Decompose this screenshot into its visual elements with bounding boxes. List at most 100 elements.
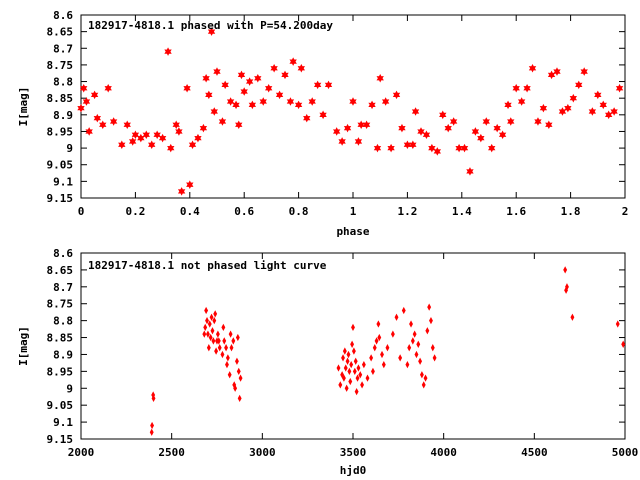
data-point (380, 350, 384, 359)
data-point (354, 137, 363, 146)
data-point (449, 117, 458, 126)
data-point (360, 381, 365, 389)
data-point (332, 127, 341, 136)
data-point (233, 384, 238, 392)
data-point (202, 330, 207, 338)
data-point (534, 117, 542, 126)
x-axis-ticks: 0 0.2 0.4 0.6 0.8 1 1.2 1.4 1.6 1.8 2 (78, 15, 628, 218)
data-point (237, 70, 246, 80)
data-point (466, 167, 474, 176)
y-tick-label: 8.65 (47, 264, 74, 277)
data-point (376, 73, 384, 83)
x-tick-label: 0.4 (180, 205, 200, 218)
x-tick-label: 2500 (158, 446, 185, 459)
data-point (93, 113, 102, 123)
data-point (564, 103, 572, 113)
data-point (224, 344, 229, 352)
y-tick-label: 8.75 (47, 59, 74, 72)
data-point (398, 123, 406, 133)
data-point (414, 350, 419, 359)
data-point (553, 67, 561, 76)
data-point (215, 330, 220, 338)
data-point (228, 330, 233, 338)
data-point (209, 313, 214, 321)
data-point (308, 97, 316, 106)
x-tick-label: 1.4 (452, 205, 472, 218)
data-point (205, 90, 213, 100)
data-point (226, 97, 235, 106)
x-tick-label: 2000 (68, 446, 95, 459)
y-tick-label: 9.1 (53, 175, 73, 188)
data-point (570, 313, 575, 321)
data-point (615, 320, 620, 328)
data-point (427, 303, 432, 311)
data-point (342, 347, 347, 355)
data-point (319, 110, 327, 120)
data-point (575, 80, 583, 90)
data-point (213, 67, 221, 76)
data-point (430, 344, 435, 352)
data-point (254, 73, 262, 83)
data-point (421, 381, 426, 389)
data-point (214, 347, 219, 355)
data-point (235, 120, 243, 130)
data-points (149, 266, 626, 436)
data-point (82, 97, 91, 106)
data-point (369, 354, 374, 362)
data-point (231, 337, 236, 345)
data-point (211, 337, 216, 345)
data-point (212, 316, 217, 325)
data-point (394, 313, 399, 321)
data-point (355, 374, 360, 382)
data-point (336, 364, 341, 372)
y-axis-label: I[mag] (17, 326, 30, 366)
data-point (186, 180, 194, 189)
data-point (164, 47, 172, 56)
y-tick-label: 9.05 (47, 399, 74, 412)
x-tick-label: 0 (78, 205, 85, 218)
data-point (149, 428, 154, 436)
y-tick-label: 9.1 (53, 416, 73, 429)
data-point (371, 367, 375, 376)
y-tick-label: 9 (66, 382, 73, 395)
data-point (376, 320, 381, 328)
data-point (569, 93, 578, 103)
data-point (153, 130, 161, 140)
y-tick-label: 8.85 (47, 92, 74, 105)
data-point (229, 344, 234, 352)
data-point (90, 90, 99, 100)
data-point (523, 83, 531, 93)
x-tick-label: 0.6 (234, 205, 254, 218)
y-tick-label: 9.05 (47, 159, 74, 172)
data-point (225, 354, 230, 362)
x-tick-label: 3000 (249, 446, 276, 459)
data-point (460, 143, 469, 153)
x-tick-label: 3500 (340, 446, 367, 459)
data-point (205, 316, 209, 325)
data-point (238, 374, 243, 382)
data-point (381, 97, 390, 106)
data-point (297, 63, 306, 73)
data-point (207, 320, 212, 328)
data-point (423, 374, 428, 382)
phased-light-curve-plot: 8.6 8.65 8.7 8.75 8.8 8.85 8.9 8.95 9 9.05 9.1 9.15… (17, 9, 628, 238)
data-point (218, 117, 227, 126)
x-tick-label: 4000 (430, 446, 457, 459)
data-point (204, 306, 209, 315)
data-point (131, 130, 140, 140)
data-point (294, 100, 303, 110)
data-point (85, 127, 93, 136)
data-point (528, 63, 537, 73)
data-point (563, 266, 568, 274)
data-point (432, 354, 437, 362)
x-axis-ticks: 2000 2500 3000 3500 4000 4500 5000 (68, 253, 638, 459)
data-point (444, 123, 452, 133)
data-point (221, 80, 229, 90)
data-point (286, 97, 295, 106)
x-tick-label: 0.2 (125, 205, 145, 218)
data-point (615, 83, 624, 93)
data-point (289, 57, 297, 66)
data-point (409, 320, 413, 328)
data-point (387, 143, 395, 153)
data-point (488, 143, 496, 153)
